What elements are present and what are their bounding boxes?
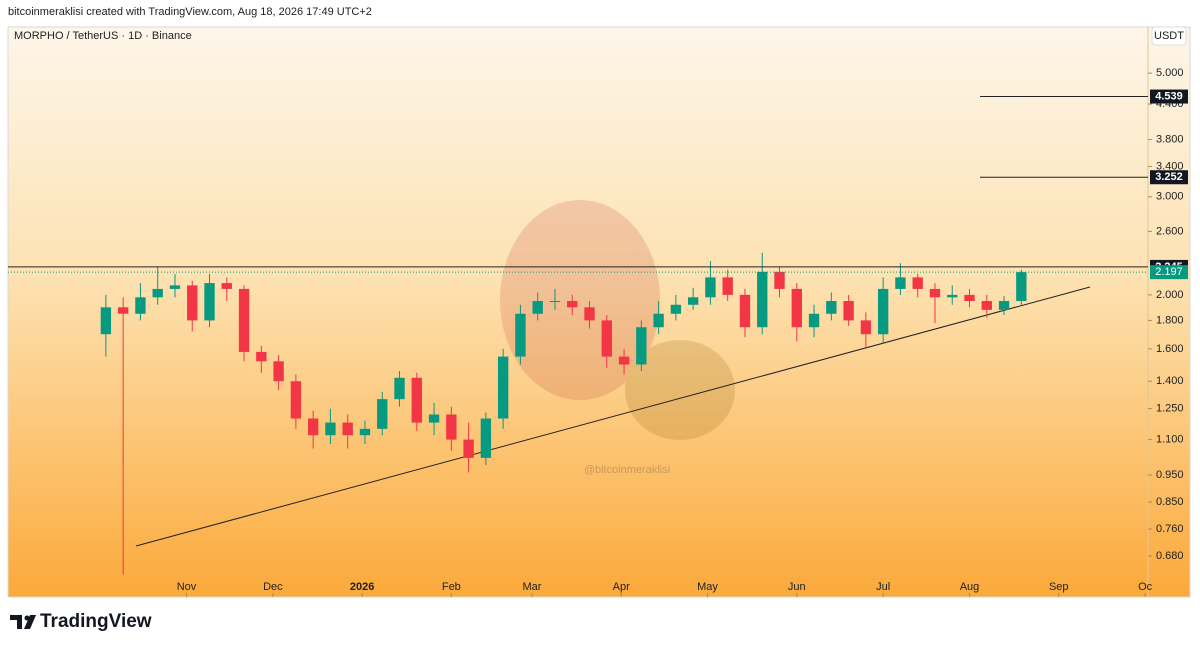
y-tick-label: 2.600 [1156,225,1184,237]
candle-body [1016,272,1027,302]
y-tick-label: 0.760 [1156,523,1184,535]
x-tick-label: Jul [876,581,890,593]
y-tick-label: 3.400 [1156,160,1184,172]
candle-body [757,271,768,328]
candle-body [687,297,699,305]
candle-body [636,327,647,365]
x-tick-label: Feb [442,581,461,593]
candle-body [273,361,284,382]
x-tick-label: Nov [177,581,197,593]
y-tick-label: 3.000 [1156,191,1184,203]
candle-body [843,301,854,321]
x-tick-label: Aug [960,581,980,593]
candle-body [238,288,250,352]
x-tick-label: Dec [263,581,283,593]
plot: 5.0004.4003.8003.4003.0002.6002.0001.800… [8,67,1188,597]
x-tick-label: Mar [522,581,541,593]
y-tick-label: 5.000 [1156,67,1184,79]
candle-body [463,439,474,458]
y-tick-label: 0.680 [1156,550,1184,562]
candle-body [359,428,371,436]
x-tick-label: 2026 [350,581,374,593]
candle-body [791,288,802,328]
level-label: 4.539 [1155,90,1183,102]
y-tick-label: 1.800 [1156,314,1184,326]
credit: bitcoinmeraklisi created with TradingVie… [8,6,372,18]
candle-body [290,381,302,419]
y-tick-label: 1.600 [1156,343,1184,355]
candle-body [204,283,215,321]
candle-body [100,307,112,335]
candle-body [705,277,716,298]
y-tick-label: 1.250 [1156,403,1184,415]
unit-box [1151,26,1187,46]
candle-body [929,288,941,298]
candle-body [860,320,872,335]
x-tick-label: Oc [1138,581,1153,593]
last-price-label: 2.197 [1155,266,1183,278]
candle-body [307,418,319,436]
candle-body [221,283,232,289]
y-tick-label: 1.100 [1156,433,1184,445]
candle-body [912,277,923,289]
candle-body [394,377,405,400]
candle-body [532,301,543,314]
last-price-box [1150,265,1188,280]
x-tick-label: Sep [1049,581,1069,593]
y-tick-label: 1.400 [1156,375,1184,387]
watermark-logo [500,200,735,440]
candle-body [135,297,146,314]
level-label: 3.252 [1155,171,1183,183]
candle-body [567,301,578,308]
x-tick-label: Apr [613,581,630,593]
candle-body [895,277,906,289]
candle-body [377,399,388,429]
candle-body [964,294,975,302]
candle-body [739,294,751,328]
candle-body [549,301,561,303]
candle-body [428,414,440,423]
candle-body [774,271,785,289]
candle-body [446,414,457,440]
candle-body [998,301,1010,310]
candle-body [342,422,353,436]
candle-body [584,307,595,321]
candle-body [670,304,682,314]
candle-body [256,351,267,362]
trend-line [135,286,1091,547]
y-tick-label: 0.850 [1156,496,1184,508]
y-tick-label: 2.000 [1156,289,1184,301]
level-label-box [1150,170,1188,185]
candle-body [981,301,992,310]
candle-body [411,377,422,423]
x-tick-label: May [697,581,718,593]
candle-body [480,418,492,458]
x-tick-label: Jun [788,581,806,593]
candle-body [187,285,198,321]
y-tick-label: 3.800 [1156,133,1184,145]
candle-body [152,288,163,298]
candle-body [618,356,630,365]
candle-body [653,313,664,328]
candle-body [877,288,889,335]
candle-body [947,294,958,298]
candle-body [497,356,509,419]
watermark: @bitcoinmeraklisi [584,464,670,476]
candle-body [325,422,336,436]
chart-title: MORPHO / TetherUS · 1D · Binance [14,30,192,42]
candle-body [515,313,526,357]
candle-body [722,277,733,295]
candle-body [808,313,820,328]
y-axis-label: USDT [1154,30,1184,42]
candle-body [601,320,612,357]
candle-body [117,307,129,314]
brand: TradingView [40,611,152,632]
y-tick-label: 0.950 [1156,469,1184,481]
candle-body [169,285,181,289]
candle-body [826,301,837,314]
tradingview-logo [10,615,36,629]
level-label-box [1150,89,1188,104]
